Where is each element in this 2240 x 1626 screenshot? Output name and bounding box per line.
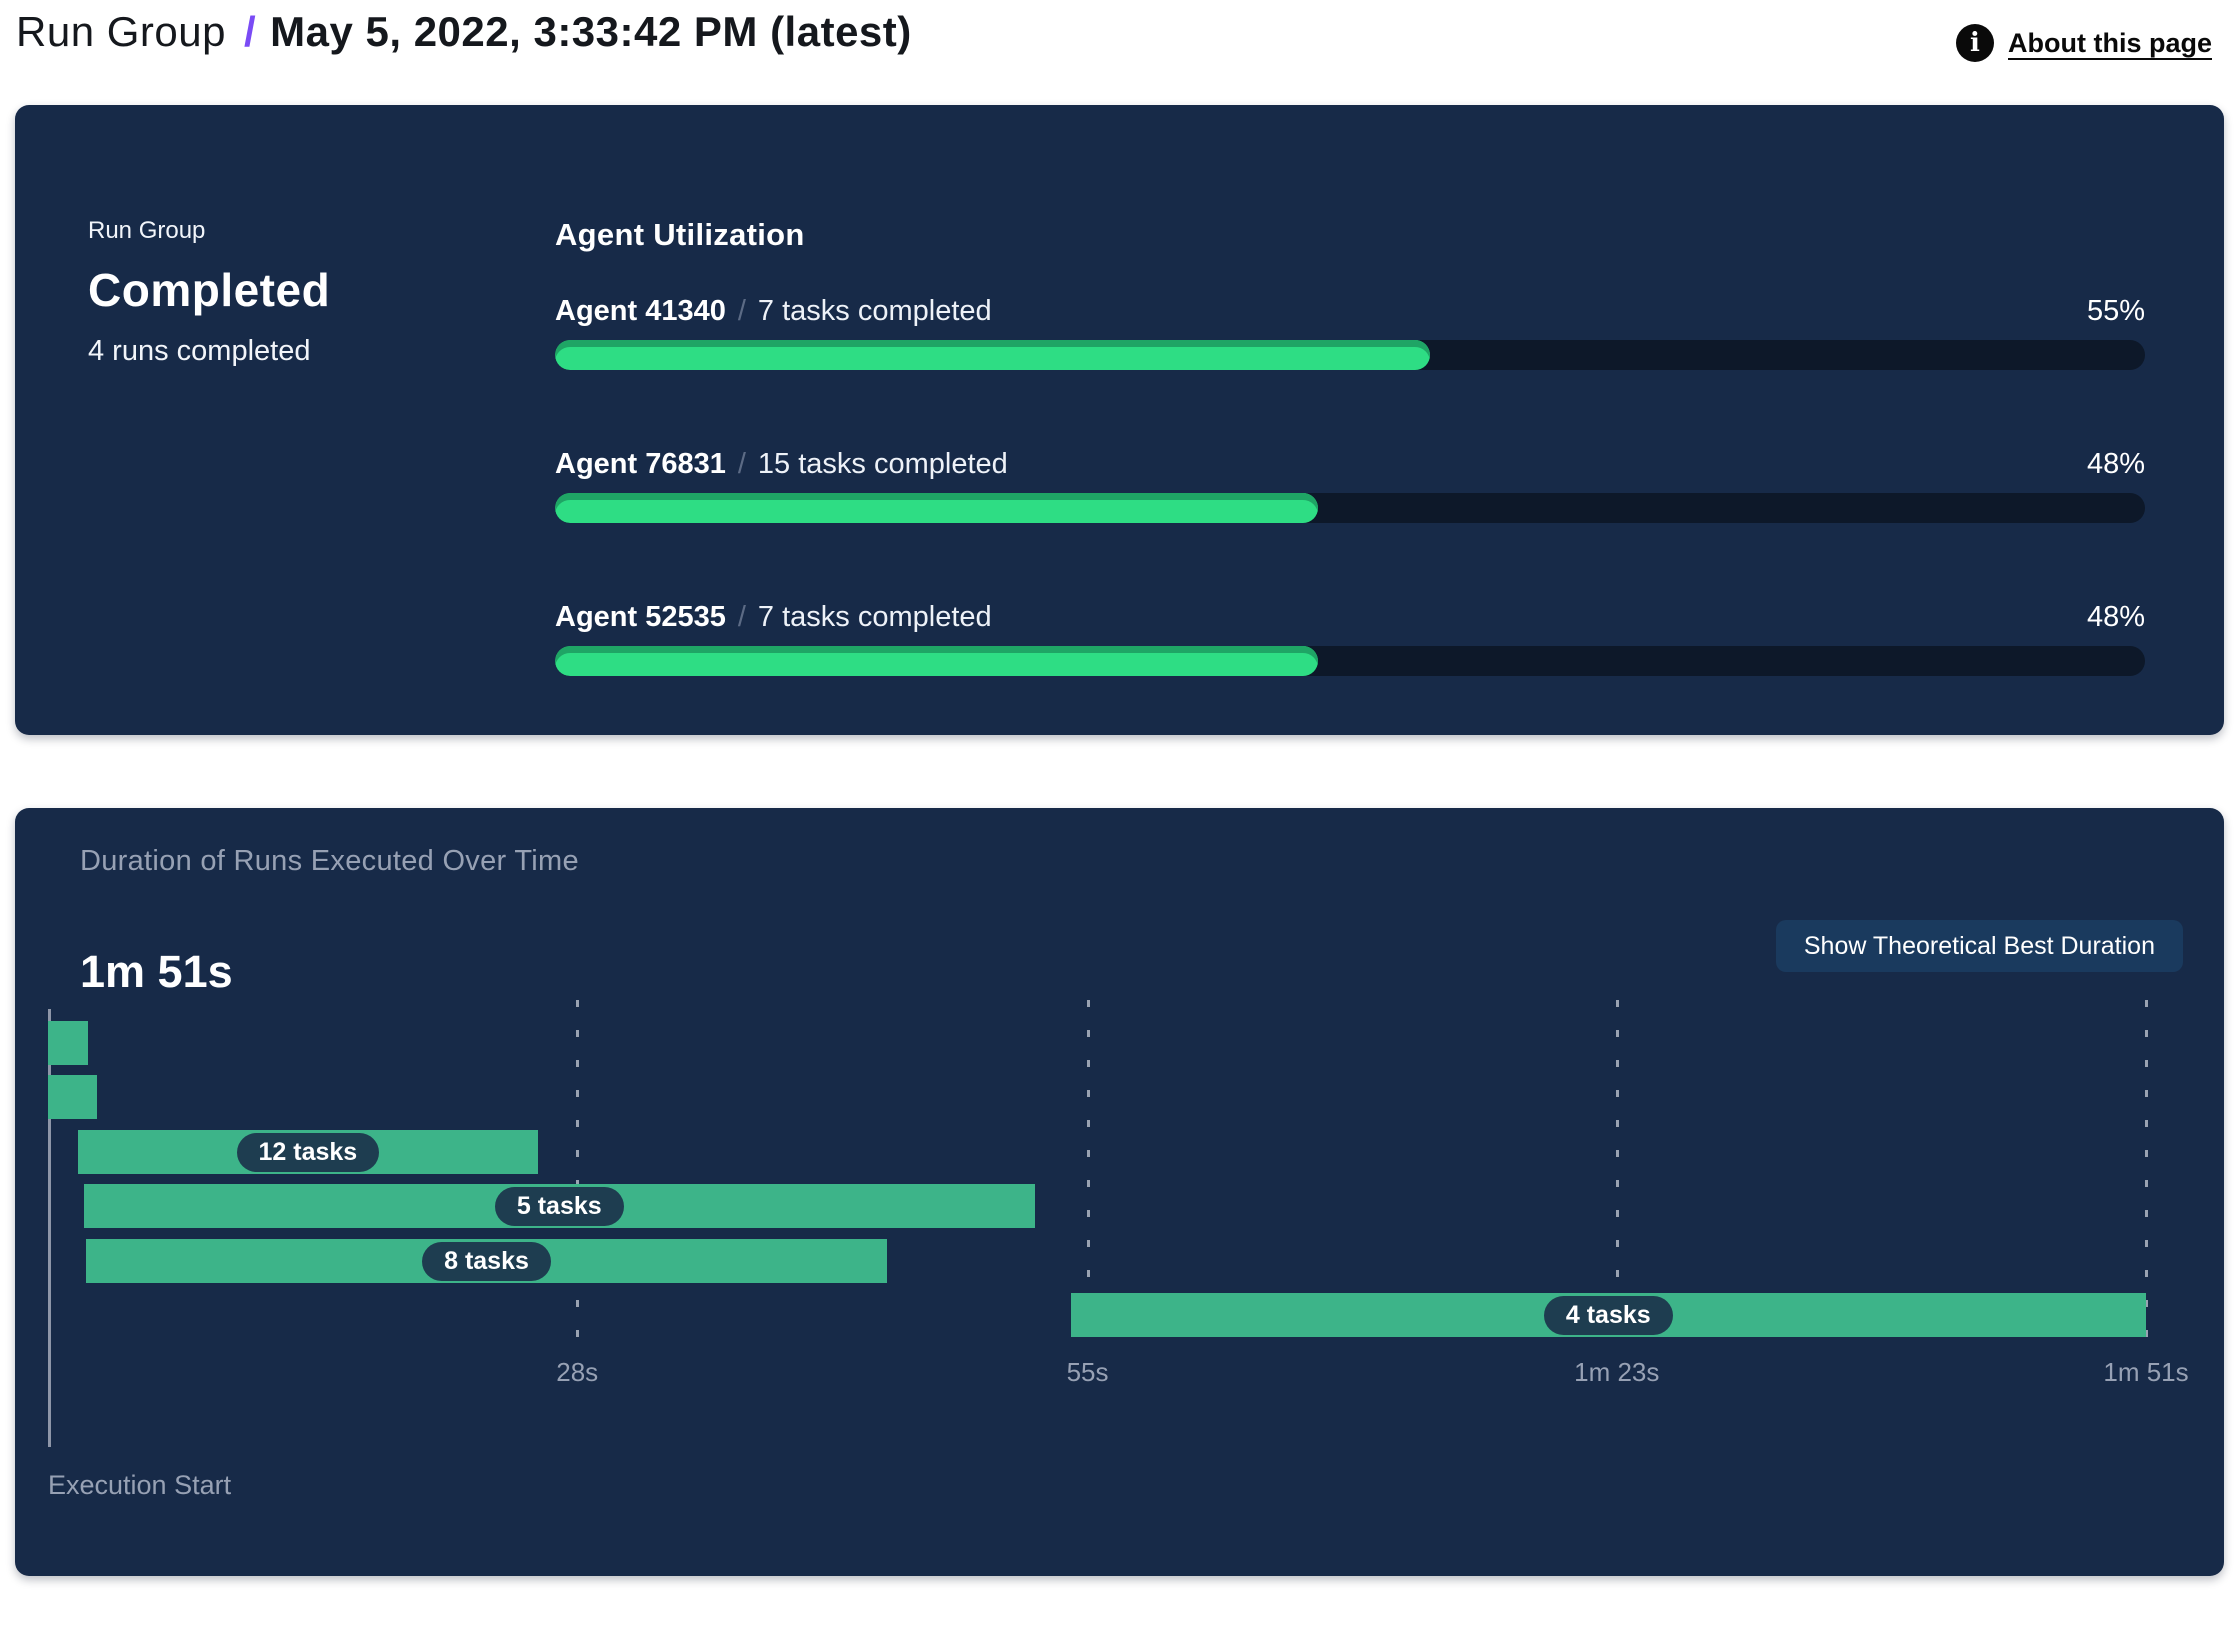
gantt-bar[interactable]	[48, 1075, 98, 1119]
page-title: May 5, 2022, 3:33:42 PM (latest)	[270, 8, 912, 55]
agent-utilization-percent: 48%	[2086, 448, 2145, 480]
agent-rows: Agent 41340 / 7 tasks completed 55% Agen…	[555, 295, 2145, 676]
gridline	[1086, 1000, 1090, 1352]
agent-utilization-title: Agent Utilization	[555, 217, 805, 252]
summary-panel: Run Group Completed 4 runs completed Age…	[15, 105, 2224, 735]
agent-progress-fill	[555, 493, 1319, 523]
gantt-chart: Execution Start 28s 55s 1m 23s 1m 51s 12 tas…	[15, 808, 2224, 1576]
gridline	[576, 1000, 580, 1352]
agent-utilization-percent: 48%	[2086, 601, 2145, 633]
agent-name: Agent 76831	[555, 448, 726, 480]
axis-tick-label: 55s	[1066, 1357, 1109, 1387]
agent-progress-track	[555, 340, 2145, 370]
gantt-bar-label-pill: 4 tasks	[1543, 1295, 1673, 1335]
page-header: Run Group / May 5, 2022, 3:33:42 PM (lates…	[0, 0, 2240, 95]
gantt-bar-label-pill: 8 tasks	[422, 1241, 551, 1281]
gantt-bar-label-pill: 5 tasks	[494, 1186, 624, 1226]
breadcrumb-separator: /	[243, 8, 257, 55]
duration-panel: Duration of Runs Executed Over Time 1m 5…	[15, 808, 2224, 1576]
agent-progress-fill	[555, 646, 1319, 676]
agent-utilization-section: Agent Utilization Agent 41340 / 7 tasks …	[555, 105, 2224, 735]
agent-tasks-completed: 7 tasks completed	[757, 295, 992, 327]
agent-utilization-percent: 55%	[2086, 295, 2145, 327]
agent-tasks-completed: 15 tasks completed	[757, 448, 1008, 480]
about-this-page-link[interactable]: About this page	[2008, 27, 2212, 58]
agent-separator: /	[737, 601, 746, 633]
agent-name: Agent 41340	[555, 295, 726, 327]
axis-tick-label: 1m 23s	[1574, 1357, 1660, 1387]
gantt-bar[interactable]	[48, 1021, 88, 1065]
agent-separator: /	[737, 448, 746, 480]
agent-name: Agent 52535	[555, 601, 726, 633]
gridline	[2145, 1000, 2148, 1352]
breadcrumb: Run Group / May 5, 2022, 3:33:42 PM (lates…	[16, 8, 912, 56]
gridline	[1615, 1000, 1619, 1352]
gantt-bar-label-pill: 12 tasks	[236, 1132, 380, 1172]
total-duration: 1m 51s	[80, 946, 233, 997]
duration-chart-title: Duration of Runs Executed Over Time	[80, 845, 579, 877]
gantt-bar[interactable]: 4 tasks	[1070, 1293, 2146, 1337]
gantt-bar[interactable]: 8 tasks	[85, 1239, 888, 1283]
axis-tick-label: 28s	[556, 1357, 599, 1387]
agent-row: Agent 76831 / 15 tasks completed 48%	[555, 448, 2145, 523]
agent-progress-track	[555, 493, 2145, 523]
info-icon[interactable]: i	[1956, 24, 1994, 62]
agent-separator: /	[737, 295, 746, 327]
breadcrumb-root: Run Group	[16, 8, 226, 55]
agent-row: Agent 41340 / 7 tasks completed 55%	[555, 295, 2145, 370]
about-group: i About this page	[1956, 24, 2212, 62]
agent-progress-track	[555, 646, 2145, 676]
execution-start-label: Execution Start	[48, 1470, 232, 1500]
runs-completed-text: 4 runs completed	[88, 335, 311, 367]
run-group-summary: Run Group Completed 4 runs completed	[15, 105, 555, 735]
agent-tasks-completed: 7 tasks completed	[757, 601, 992, 633]
gantt-bar[interactable]: 5 tasks	[83, 1184, 1035, 1228]
status-text: Completed	[88, 264, 331, 316]
run-group-label: Run Group	[88, 217, 206, 244]
axis-tick-label: 1m 51s	[2103, 1357, 2189, 1387]
show-theoretical-best-duration-button[interactable]: Show Theoretical Best Duration	[1775, 920, 2183, 972]
agent-row: Agent 52535 / 7 tasks completed 48%	[555, 601, 2145, 676]
execution-start-axis	[48, 1009, 51, 1447]
gantt-bar[interactable]: 12 tasks	[78, 1130, 538, 1174]
agent-progress-fill	[555, 340, 1430, 370]
